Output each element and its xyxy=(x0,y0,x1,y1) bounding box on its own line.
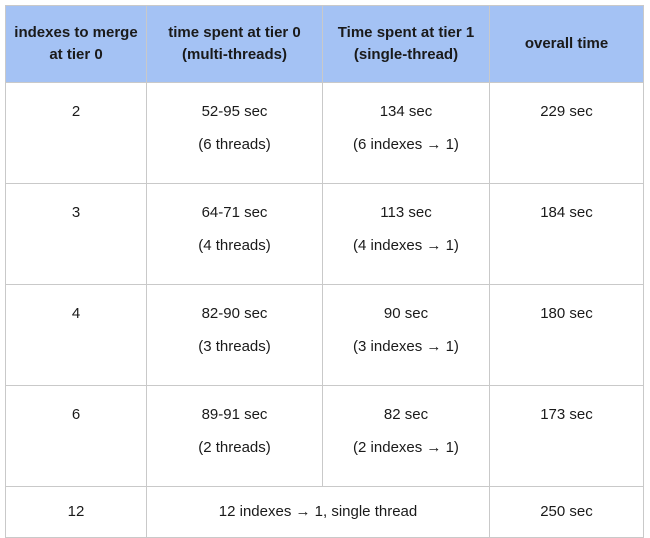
cell-tier0: 64-71 sec (4 threads) xyxy=(146,183,323,285)
header-row: indexes to merge at tier 0 time spent at… xyxy=(5,5,644,83)
cell-overall: 184 sec xyxy=(489,183,644,285)
cell-overall: 173 sec xyxy=(489,385,644,487)
cell-overall: 229 sec xyxy=(489,82,644,184)
cell-tier0: 89-91 sec (2 threads) xyxy=(146,385,323,487)
table-row: 12 12 indexes → 1, single thread 250 sec xyxy=(5,486,644,538)
tier0-time: 52-95 sec xyxy=(201,103,268,120)
cell-tier1: 113 sec (4 indexes → 1) xyxy=(322,183,490,285)
cell-tier1: 90 sec (3 indexes → 1) xyxy=(322,284,490,386)
cell-merged-single-thread: 12 indexes → 1, single thread xyxy=(146,486,490,538)
tier1-detail: (4 indexes → 1) xyxy=(353,237,459,254)
header-indexes: indexes to merge at tier 0 xyxy=(5,5,147,83)
tier0-threads: (2 threads) xyxy=(198,439,271,456)
cell-indexes: 3 xyxy=(5,183,147,285)
tier1-detail: (6 indexes → 1) xyxy=(353,136,459,153)
table-row: 4 82-90 sec (3 threads) 90 sec (3 indexe… xyxy=(5,284,644,386)
tier0-time: 64-71 sec xyxy=(201,204,268,221)
tier0-threads: (3 threads) xyxy=(198,338,271,355)
header-tier0-time: time spent at tier 0 (multi-threads) xyxy=(146,5,323,83)
tier0-time: 89-91 sec xyxy=(201,406,268,423)
tier1-time: 90 sec xyxy=(383,305,429,322)
tier0-time: 82-90 sec xyxy=(201,305,268,322)
table-row: 6 89-91 sec (2 threads) 82 sec (2 indexe… xyxy=(5,385,644,487)
cell-overall: 180 sec xyxy=(489,284,644,386)
cell-indexes: 4 xyxy=(5,284,147,386)
tier1-time: 113 sec xyxy=(380,204,432,221)
tier1-time: 82 sec xyxy=(383,406,429,423)
cell-indexes: 6 xyxy=(5,385,147,487)
cell-indexes: 12 xyxy=(5,486,147,538)
header-overall-time: overall time xyxy=(489,5,644,83)
cell-indexes: 2 xyxy=(5,82,147,184)
tier1-detail: (3 indexes → 1) xyxy=(353,338,459,355)
table-row: 3 64-71 sec (4 threads) 113 sec (4 index… xyxy=(5,183,644,285)
table-container: indexes to merge at tier 0 time spent at… xyxy=(5,5,644,538)
cell-tier0: 52-95 sec (6 threads) xyxy=(146,82,323,184)
cell-tier1: 134 sec (6 indexes → 1) xyxy=(322,82,490,184)
table-row: 2 52-95 sec (6 threads) 134 sec (6 index… xyxy=(5,82,644,184)
tier1-detail: (2 indexes → 1) xyxy=(353,439,459,456)
cell-overall: 250 sec xyxy=(489,486,644,538)
cell-tier0: 82-90 sec (3 threads) xyxy=(146,284,323,386)
tier1-time: 134 sec xyxy=(379,103,433,120)
tier0-threads: (6 threads) xyxy=(198,136,271,153)
cell-tier1: 82 sec (2 indexes → 1) xyxy=(322,385,490,487)
tier0-threads: (4 threads) xyxy=(198,237,271,254)
merge-timing-table: indexes to merge at tier 0 time spent at… xyxy=(5,5,644,538)
header-tier1-time: Time spent at tier 1 (single-thread) xyxy=(322,5,490,83)
